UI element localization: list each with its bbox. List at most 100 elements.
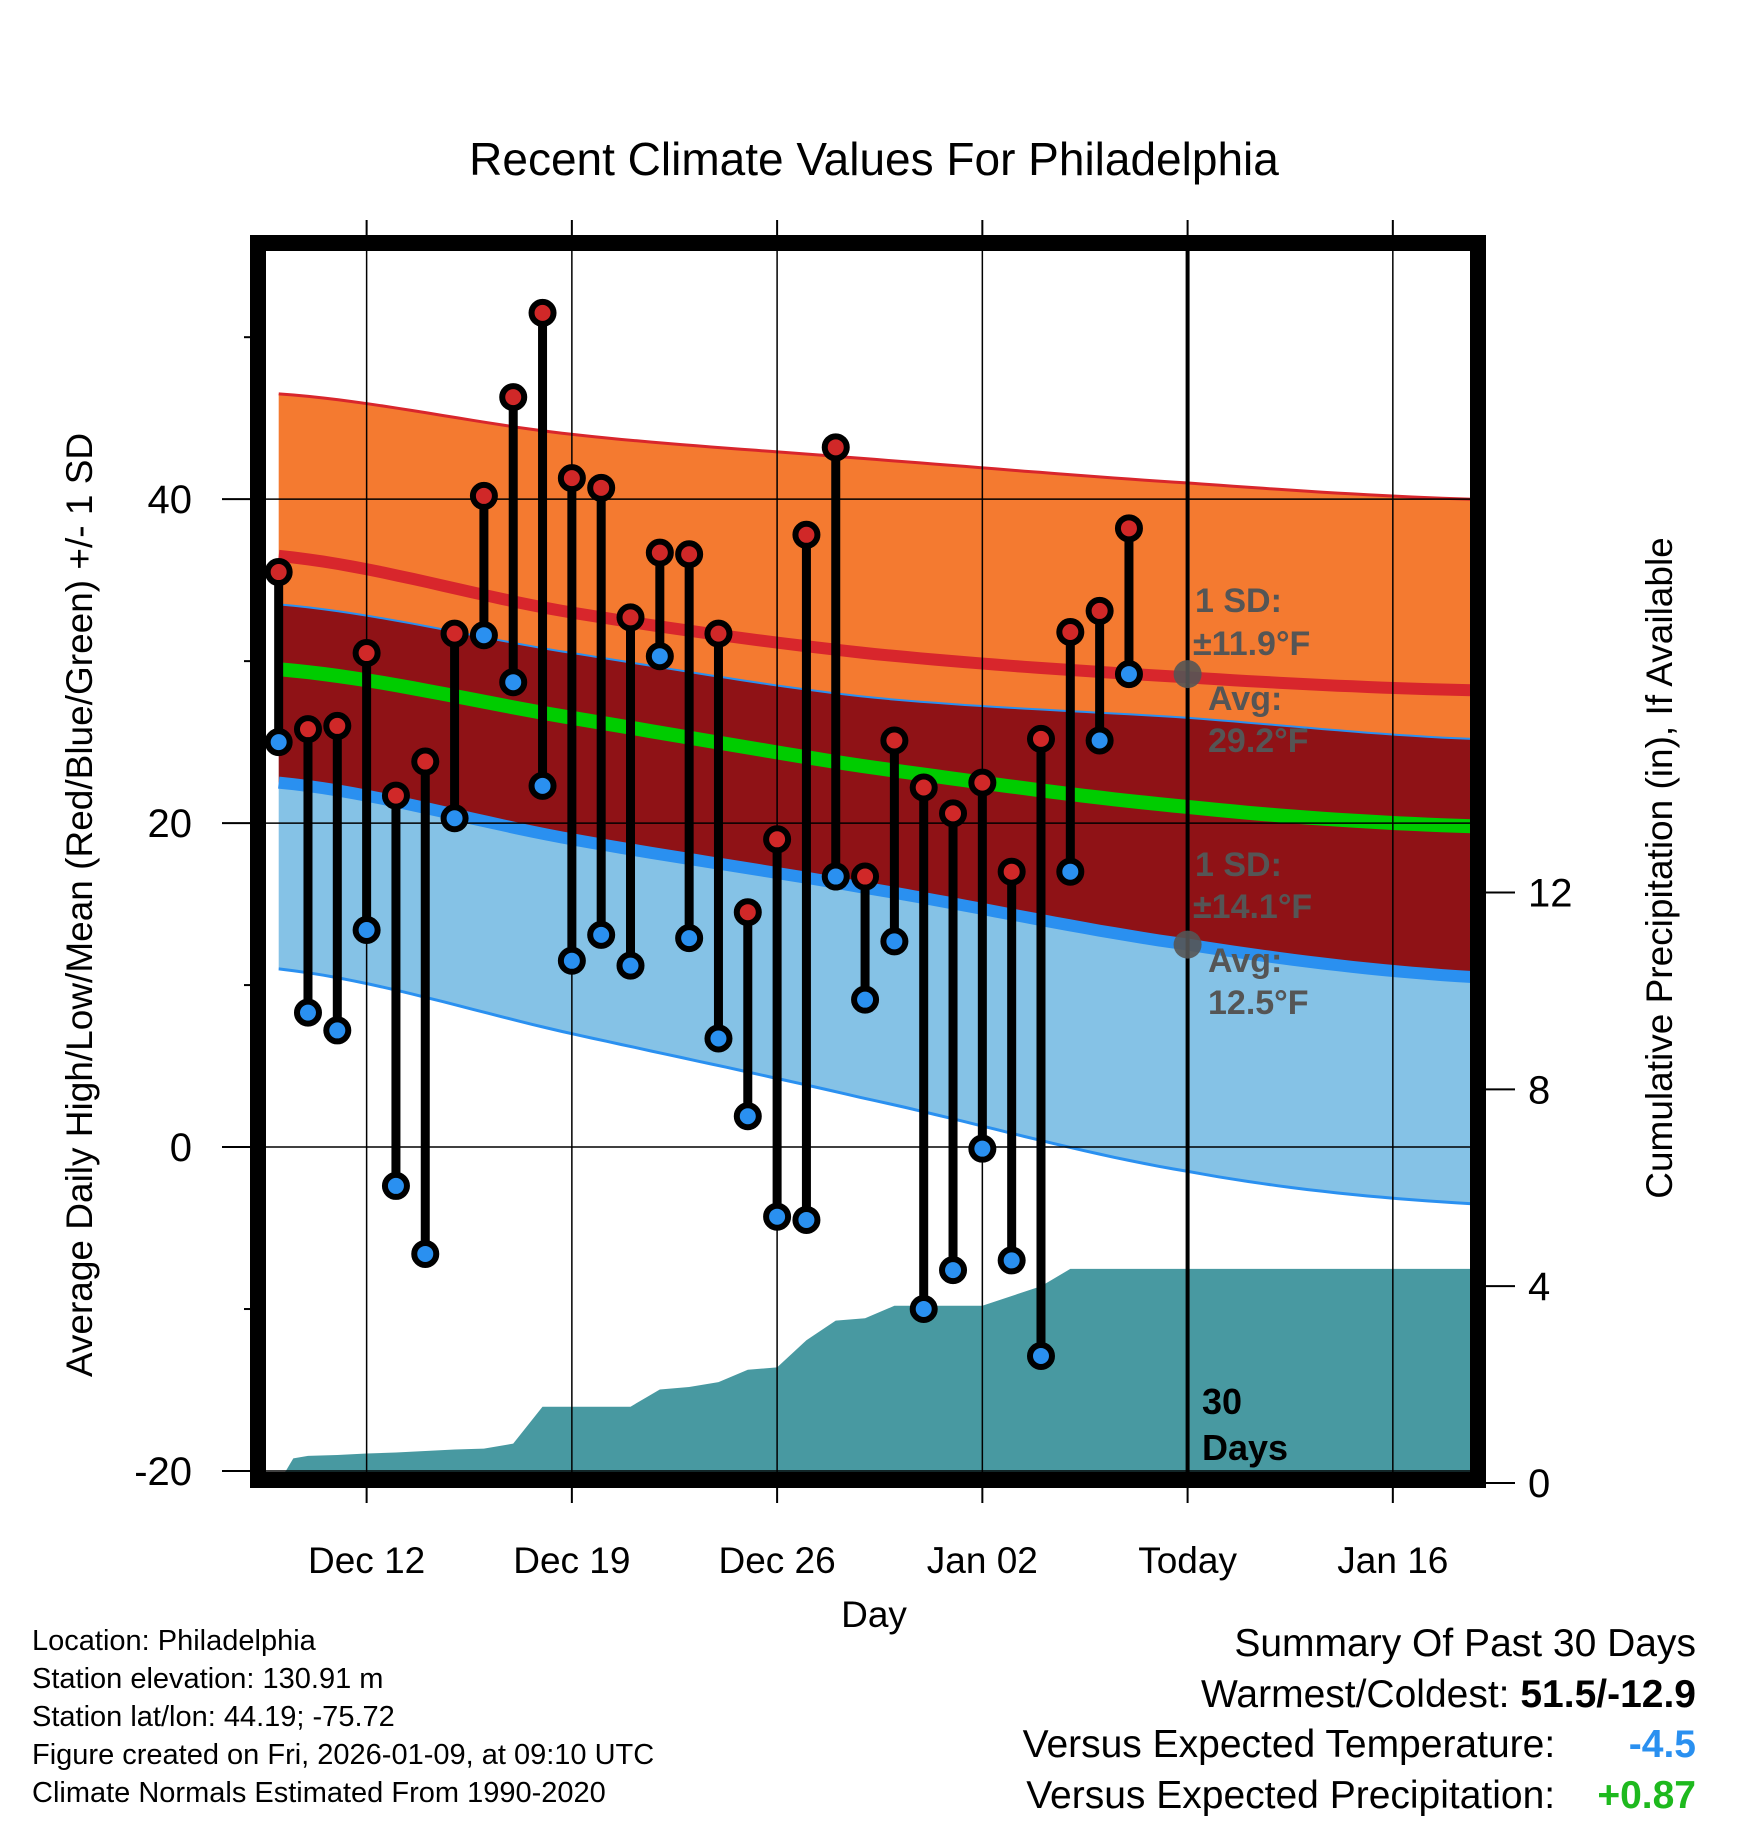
summary-precip: Versus Expected Precipitation: +0.87	[1026, 1774, 1696, 1818]
x-tick-label: Dec 19	[513, 1540, 630, 1581]
low-temp-point	[1114, 660, 1143, 689]
high-temp-point	[851, 862, 880, 891]
y-axis-label: Average Daily High/Low/Mean (Red/Blue/Gr…	[59, 433, 100, 1377]
high-temp-point	[733, 898, 762, 927]
summary-temp-value: -4.5	[1628, 1723, 1696, 1766]
precipitation-area	[284, 1268, 1472, 1474]
low-temp-point	[1026, 1341, 1055, 1370]
high-sd-value: ±11.9°F	[1193, 625, 1310, 663]
low-temp-point	[1085, 726, 1114, 755]
footer-normals: Climate Normals Estimated From 1990-2020	[32, 1777, 606, 1809]
summary-title: Summary Of Past 30 Days	[1234, 1622, 1696, 1665]
high-temp-point	[968, 768, 997, 797]
summary-extremes-label: Warmest/Coldest:	[1201, 1673, 1510, 1716]
low-temp-point	[763, 1202, 792, 1231]
high-upper-sd-line	[278, 392, 1472, 501]
low-temp-point	[440, 804, 469, 833]
high-temp-point	[997, 857, 1026, 886]
y2-tick-label: 4	[1528, 1265, 1550, 1309]
high-temp-point	[528, 298, 557, 327]
low-temp-point	[821, 862, 850, 891]
high-temp-point	[1114, 514, 1143, 543]
low-temp-point	[704, 1024, 733, 1053]
mean-band	[278, 604, 1472, 977]
high-temp-point	[323, 711, 352, 740]
low-temp-point	[352, 916, 381, 945]
low-temp-point	[616, 951, 645, 980]
plot-frame	[250, 235, 1486, 1488]
summary-extremes: Warmest/Coldest: 51.5/-12.9	[1201, 1673, 1696, 1717]
summary-temp: Versus Expected Temperature: -4.5	[1023, 1723, 1696, 1767]
high-temp-point	[381, 781, 410, 810]
high-temp-point	[411, 747, 440, 776]
low-temp-point	[528, 771, 557, 800]
low-avg-value: 12.5°F	[1208, 984, 1309, 1022]
low-temp-point	[293, 998, 322, 1027]
days-count-label: 30	[1202, 1381, 1242, 1422]
low-temp-point	[557, 946, 586, 975]
low-average-line	[278, 776, 1472, 983]
y2-tick-label: 8	[1528, 1068, 1550, 1112]
high-temp-point	[499, 383, 528, 412]
high-avg-marker	[1173, 660, 1202, 689]
low-temp-point	[675, 924, 704, 953]
y-tick-label: 40	[148, 478, 193, 522]
low-avg-label: Avg:	[1208, 942, 1282, 980]
y2-tick-label: 0	[1528, 1462, 1550, 1506]
high-temp-point	[587, 473, 616, 502]
high-temp-point	[821, 433, 850, 462]
x-tick-label: Jan 02	[927, 1540, 1038, 1581]
high-temp-point	[264, 558, 293, 587]
low-temp-point	[411, 1239, 440, 1268]
low-sd-label: 1 SD:	[1195, 846, 1282, 884]
high-temp-point	[704, 619, 733, 648]
low-temp-point	[851, 985, 880, 1014]
high-temp-point	[557, 464, 586, 493]
y2-axis-label: Cumulative Precipitation (in), If Availa…	[1639, 537, 1680, 1199]
high-temp-point	[939, 799, 968, 828]
footer-elevation: Station elevation: 130.91 m	[32, 1663, 384, 1695]
low-temp-point	[792, 1205, 821, 1234]
high-temp-point	[352, 639, 381, 668]
summary-extremes-value: 51.5/-12.9	[1520, 1673, 1696, 1716]
high-temp-point	[616, 603, 645, 632]
high-temp-point	[1056, 617, 1085, 646]
low-temp-point	[499, 668, 528, 697]
low-temp-point	[381, 1171, 410, 1200]
high-temp-point	[880, 726, 909, 755]
low-temp-point	[880, 927, 909, 956]
low-sd-value: ±14.1°F	[1193, 888, 1312, 926]
y2-tick-label: 12	[1528, 872, 1573, 916]
low-temp-point	[587, 920, 616, 949]
low-temp-point	[1056, 857, 1085, 886]
high-temp-point	[792, 520, 821, 549]
y-tick-label: -20	[134, 1450, 192, 1494]
x-tick-label: Dec 26	[718, 1540, 835, 1581]
high-temp-point	[469, 481, 498, 510]
days-unit-label: Days	[1202, 1427, 1288, 1468]
high-temp-point	[763, 825, 792, 854]
mean-average-line	[278, 662, 1472, 834]
high-avg-label: Avg:	[1208, 680, 1282, 718]
high-temp-point	[293, 715, 322, 744]
high-avg-value: 29.2°F	[1208, 722, 1309, 760]
low-temp-point	[939, 1256, 968, 1285]
low-temp-point	[968, 1134, 997, 1163]
x-tick-label: Today	[1138, 1540, 1237, 1581]
y-tick-label: 20	[148, 802, 193, 846]
low-lower-sd-line	[278, 967, 1472, 1206]
x-tick-label: Jan 16	[1337, 1540, 1448, 1581]
high-average-line	[278, 549, 1472, 697]
low-temp-point	[997, 1246, 1026, 1275]
high-temp-point	[1085, 596, 1114, 625]
high-temp-point	[909, 773, 938, 802]
y-tick-label: 0	[170, 1126, 192, 1170]
low-temp-point	[909, 1295, 938, 1324]
high-temp-point	[675, 540, 704, 569]
summary-precip-label: Versus Expected Precipitation:	[1026, 1774, 1556, 1817]
high-temp-point	[645, 538, 674, 567]
high-temp-point	[440, 619, 469, 648]
chart-title: Recent Climate Values For Philadelphia	[469, 133, 1279, 185]
low-temp-point	[323, 1016, 352, 1045]
